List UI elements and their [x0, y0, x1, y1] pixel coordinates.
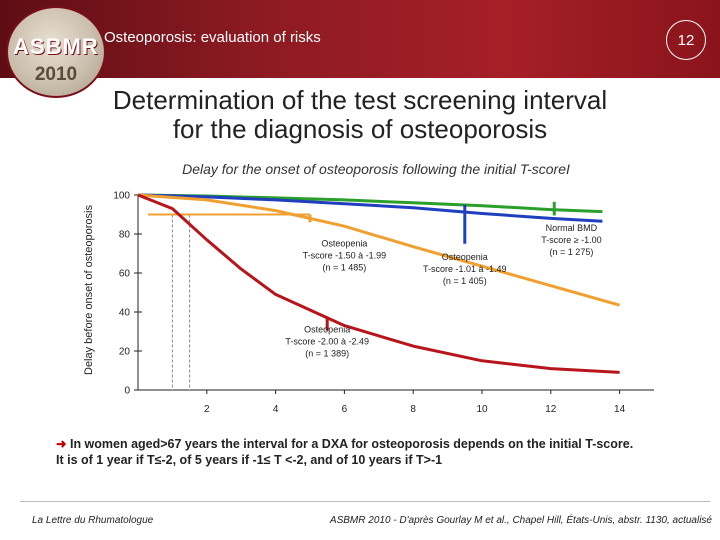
series-annotation-2: T-score -1.01 à -1.49: [423, 264, 507, 274]
x-tick-label: 6: [342, 404, 348, 415]
series-annotation-1: T-score ≥ -1.00: [541, 235, 601, 245]
y-tick-label: 100: [113, 191, 130, 202]
logo-year: 2010: [34, 64, 78, 85]
series-annotation-4: (n = 1 389): [305, 348, 349, 358]
footer-citation: ASBMR 2010 - D'après Gourlay M et al., C…: [329, 515, 712, 526]
arrow-right-icon: ➜: [56, 437, 67, 451]
page-title-line2: for the diagnosis of osteoporosis: [172, 114, 548, 144]
conclusion-note: ➜ In women aged>67 years the interval fo…: [56, 436, 706, 468]
note-line2: It is of 1 year if T≤-2, of 5 years if -…: [56, 453, 443, 467]
x-tick-label: 8: [410, 404, 416, 415]
x-tick-label: 10: [476, 404, 488, 415]
x-tick-label: 14: [614, 404, 626, 415]
page-title: Determination of the test screening inte…: [0, 86, 720, 144]
series-line-2: [137, 193, 603, 223]
header-title: Osteoporosis: evaluation of risks: [104, 29, 321, 46]
y-tick-label: 80: [119, 230, 131, 241]
series-line-3: [137, 193, 621, 307]
x-tick-label: 4: [273, 404, 279, 415]
series-annotation-4: Osteopenia: [304, 324, 350, 334]
series-annotation-1: (n = 1 275): [550, 247, 594, 257]
footer-divider: [20, 501, 710, 502]
series-annotation-2: Osteopenia: [442, 252, 488, 262]
series-annotation-3: Osteopenia: [321, 238, 367, 248]
series-annotation-1: Normal BMD: [546, 223, 598, 233]
series-annotation-3: (n = 1 485): [323, 262, 367, 272]
x-tick-label: 2: [204, 404, 210, 415]
series-annotation-4: T-score -2.00 à -2.49: [285, 336, 369, 346]
page-title-line1: Determination of the test screening inte…: [112, 85, 608, 115]
y-tick-label: 20: [119, 347, 131, 358]
series-annotation-2: (n = 1 405): [443, 276, 487, 286]
slide-header: ASBMR 2010 Osteoporosis: evaluation of r…: [0, 0, 720, 98]
x-tick-label: 12: [545, 404, 557, 415]
asbmr-logo: ASBMR 2010: [6, 6, 106, 98]
logo-text: ASBMR: [13, 34, 99, 59]
y-tick-label: 0: [124, 386, 130, 397]
page-number-badge: 12: [666, 20, 706, 60]
y-tick-label: 60: [119, 269, 131, 280]
series-annotation-3: T-score -1.50 à -1.99: [303, 250, 387, 260]
series-line-4: [137, 193, 620, 374]
note-line1: In women aged>67 years the interval for …: [69, 437, 634, 451]
y-tick-label: 40: [119, 308, 131, 319]
chart-title: Delay for the onset of osteoporosis foll…: [182, 161, 570, 177]
footer-source-left: La Lettre du Rhumatologue: [32, 515, 154, 526]
